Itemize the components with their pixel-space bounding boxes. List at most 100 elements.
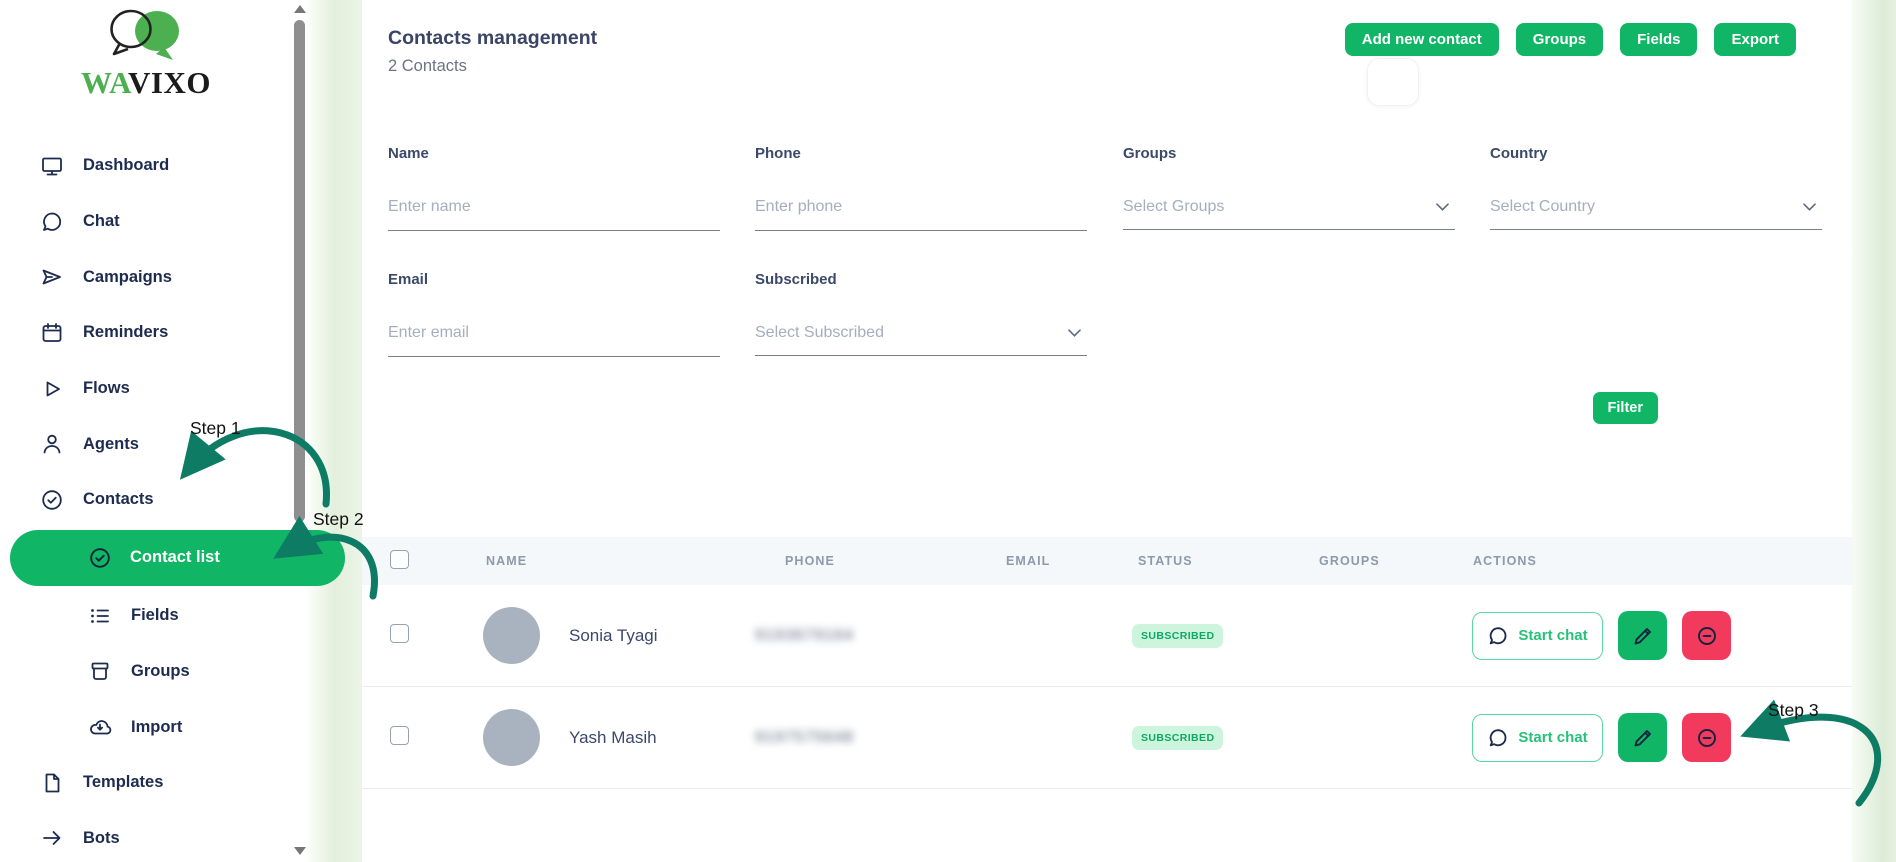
page-title: Contacts management bbox=[388, 27, 598, 49]
fields-button[interactable]: Fields bbox=[1620, 23, 1698, 56]
add-new-contact-button[interactable]: Add new contact bbox=[1344, 23, 1499, 56]
contact-phone-blurred: 9197575648 bbox=[755, 728, 854, 746]
brand-name: WAVIXO bbox=[0, 67, 292, 98]
sidebar-item-campaigns[interactable]: Campaigns bbox=[0, 249, 292, 305]
filter-field-name: Name bbox=[388, 138, 720, 234]
contact-name: Yash Masih bbox=[569, 727, 657, 747]
select-value: Select Subscribed bbox=[755, 323, 884, 341]
sidebar-item-label: Flows bbox=[83, 379, 130, 398]
start-chat-button[interactable]: Start chat bbox=[1472, 611, 1603, 660]
status-badge: SUBSCRIBED bbox=[1132, 623, 1224, 648]
sidebar-item-contact-list-active[interactable]: Contact list bbox=[10, 529, 345, 586]
file-icon bbox=[40, 771, 64, 795]
filter-field-subscribed: Subscribed Select Subscribed bbox=[755, 264, 1087, 360]
sidebar-item-import[interactable]: Import bbox=[0, 699, 292, 755]
scrollbar-down-arrow[interactable] bbox=[294, 847, 306, 855]
table-row: Sonia Tyagi 9193679164 SUBSCRIBED Start … bbox=[362, 585, 1852, 687]
select-value: Select Country bbox=[1490, 197, 1595, 215]
badge-check-icon bbox=[40, 488, 64, 512]
filter-label: Groups bbox=[1123, 145, 1177, 162]
sidebar-item-fields[interactable]: Fields bbox=[0, 588, 292, 644]
contact-name: Sonia Tyagi bbox=[569, 625, 658, 645]
brand-name-prefix: WA bbox=[81, 65, 128, 100]
scrollbar-up-arrow[interactable] bbox=[294, 5, 306, 13]
sidebar-item-label: Contacts bbox=[83, 490, 154, 509]
calendar-icon bbox=[40, 321, 64, 345]
row-checkbox[interactable] bbox=[390, 725, 409, 745]
email-filter-input[interactable] bbox=[388, 310, 720, 357]
start-chat-label: Start chat bbox=[1518, 627, 1588, 644]
chevron-down-icon bbox=[1803, 202, 1816, 211]
column-header-actions: ACTIONS bbox=[1473, 554, 1537, 568]
filter-label: Email bbox=[388, 271, 429, 288]
country-filter-select[interactable]: Select Country bbox=[1490, 184, 1822, 230]
groups-filter-select[interactable]: Select Groups bbox=[1123, 184, 1455, 230]
avatar bbox=[483, 607, 540, 664]
table-row: Yash Masih 9197575648 SUBSCRIBED Start c… bbox=[362, 687, 1852, 789]
arrow-right-icon bbox=[40, 826, 64, 850]
sidebar-item-chat[interactable]: Chat bbox=[0, 194, 292, 250]
sidebar-item-label: Contact list bbox=[130, 548, 220, 567]
scrollbar-thumb[interactable] bbox=[294, 20, 305, 522]
chevron-down-icon bbox=[1436, 202, 1449, 211]
sidebar: WAVIXO Dashboard Chat Campaigns Reminder… bbox=[0, 0, 345, 862]
filter-label: Name bbox=[388, 145, 429, 162]
user-icon bbox=[40, 432, 64, 456]
sidebar-green-divider bbox=[307, 0, 362, 862]
chevron-down-icon bbox=[1068, 328, 1081, 337]
sidebar-item-label: Agents bbox=[83, 434, 139, 453]
list-icon bbox=[88, 604, 112, 628]
sidebar-item-label: Bots bbox=[83, 828, 120, 847]
brand-name-suffix: VIXO bbox=[128, 65, 211, 100]
sidebar-item-label: Reminders bbox=[83, 323, 169, 342]
dashboard-icon bbox=[40, 154, 64, 178]
filter-field-phone: Phone bbox=[755, 138, 1087, 234]
contacts-table: NAME PHONE EMAIL STATUS GROUPS ACTIONS S… bbox=[362, 537, 1852, 789]
chat-icon bbox=[40, 210, 64, 234]
sidebar-item-dashboard[interactable]: Dashboard bbox=[0, 138, 292, 194]
sidebar-item-label: Templates bbox=[83, 773, 164, 792]
start-chat-label: Start chat bbox=[1518, 729, 1588, 746]
chat-bubble-icon bbox=[1490, 728, 1507, 746]
start-chat-button[interactable]: Start chat bbox=[1472, 713, 1603, 762]
edit-contact-button[interactable] bbox=[1618, 611, 1667, 660]
row-checkbox[interactable] bbox=[390, 623, 409, 643]
sidebar-item-label: Fields bbox=[131, 606, 179, 625]
sidebar-item-bots[interactable]: Bots bbox=[0, 811, 292, 862]
pencil-icon bbox=[1634, 627, 1651, 644]
sidebar-item-reminders[interactable]: Reminders bbox=[0, 305, 292, 361]
filter-submit-button[interactable]: Filter bbox=[1592, 392, 1658, 424]
edit-contact-button[interactable] bbox=[1618, 713, 1667, 762]
sidebar-item-flows[interactable]: Flows bbox=[0, 361, 292, 417]
column-header-email: EMAIL bbox=[1006, 554, 1051, 568]
name-filter-input[interactable] bbox=[388, 184, 720, 231]
badge-check-icon bbox=[88, 546, 112, 570]
column-header-groups: GROUPS bbox=[1319, 554, 1380, 568]
main-content: Contacts management 2 Contacts Add new c… bbox=[362, 0, 1852, 862]
column-header-phone: PHONE bbox=[785, 554, 835, 568]
sidebar-item-templates[interactable]: Templates bbox=[0, 755, 292, 811]
sidebar-item-label: Dashboard bbox=[83, 156, 170, 175]
phone-filter-input[interactable] bbox=[755, 184, 1087, 231]
archive-icon bbox=[88, 659, 112, 683]
sidebar-item-contacts[interactable]: Contacts bbox=[0, 472, 292, 528]
contact-phone-blurred: 9193679164 bbox=[755, 626, 854, 644]
filter-label: Phone bbox=[755, 145, 801, 162]
delete-contact-button[interactable] bbox=[1682, 713, 1731, 762]
column-header-name: NAME bbox=[486, 554, 528, 568]
sidebar-item-label: Campaigns bbox=[83, 267, 172, 286]
groups-button[interactable]: Groups bbox=[1515, 23, 1604, 56]
sidebar-item-agents[interactable]: Agents bbox=[0, 416, 292, 472]
filter-field-country: Country Select Country bbox=[1490, 138, 1822, 234]
sidebar-nav: Dashboard Chat Campaigns Reminders Flows… bbox=[0, 138, 345, 862]
select-all-checkbox[interactable] bbox=[390, 550, 409, 569]
sidebar-item-groups[interactable]: Groups bbox=[0, 644, 292, 700]
sidebar-item-label: Chat bbox=[83, 212, 120, 231]
chat-bubbles-logo-icon bbox=[110, 9, 179, 60]
sidebar-item-label: Import bbox=[131, 717, 183, 736]
export-button[interactable]: Export bbox=[1714, 23, 1796, 56]
subscribed-filter-select[interactable]: Select Subscribed bbox=[755, 310, 1087, 356]
cloud-download-icon bbox=[88, 715, 112, 739]
delete-contact-button[interactable] bbox=[1682, 611, 1731, 660]
